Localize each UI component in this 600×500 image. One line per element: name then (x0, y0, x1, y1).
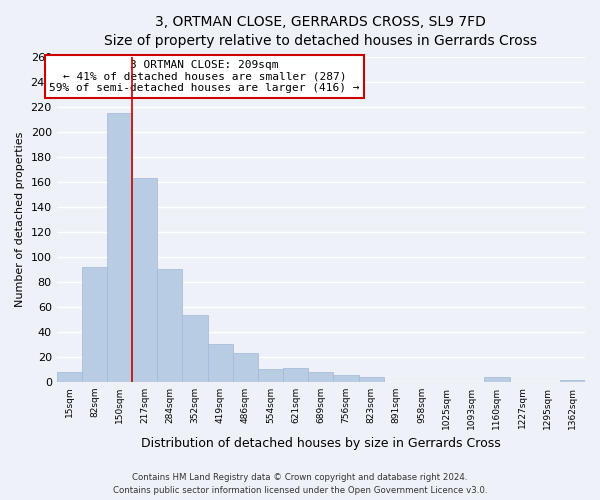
Bar (107, 113, 132, 382)
Bar (233, 353, 258, 382)
Text: 3 ORTMAN CLOSE: 209sqm
← 41% of detached houses are smaller (287)
59% of semi-de: 3 ORTMAN CLOSE: 209sqm ← 41% of detached… (49, 60, 360, 93)
Bar (334, 376, 359, 382)
Bar (157, 269, 182, 382)
Bar (132, 178, 157, 382)
Bar (82, 266, 107, 382)
Bar (484, 376, 509, 382)
Bar (258, 369, 283, 382)
Title: 3, ORTMAN CLOSE, GERRARDS CROSS, SL9 7FD
Size of property relative to detached h: 3, ORTMAN CLOSE, GERRARDS CROSS, SL9 7FD… (104, 15, 538, 48)
Y-axis label: Number of detached properties: Number of detached properties (15, 132, 25, 307)
Bar (560, 380, 585, 382)
Bar (182, 316, 208, 382)
X-axis label: Distribution of detached houses by size in Gerrards Cross: Distribution of detached houses by size … (141, 437, 501, 450)
Bar (283, 368, 308, 382)
Bar (208, 344, 233, 382)
Bar (308, 372, 334, 382)
Text: Contains HM Land Registry data © Crown copyright and database right 2024.
Contai: Contains HM Land Registry data © Crown c… (113, 474, 487, 495)
Bar (56, 372, 82, 382)
Bar (359, 376, 384, 382)
